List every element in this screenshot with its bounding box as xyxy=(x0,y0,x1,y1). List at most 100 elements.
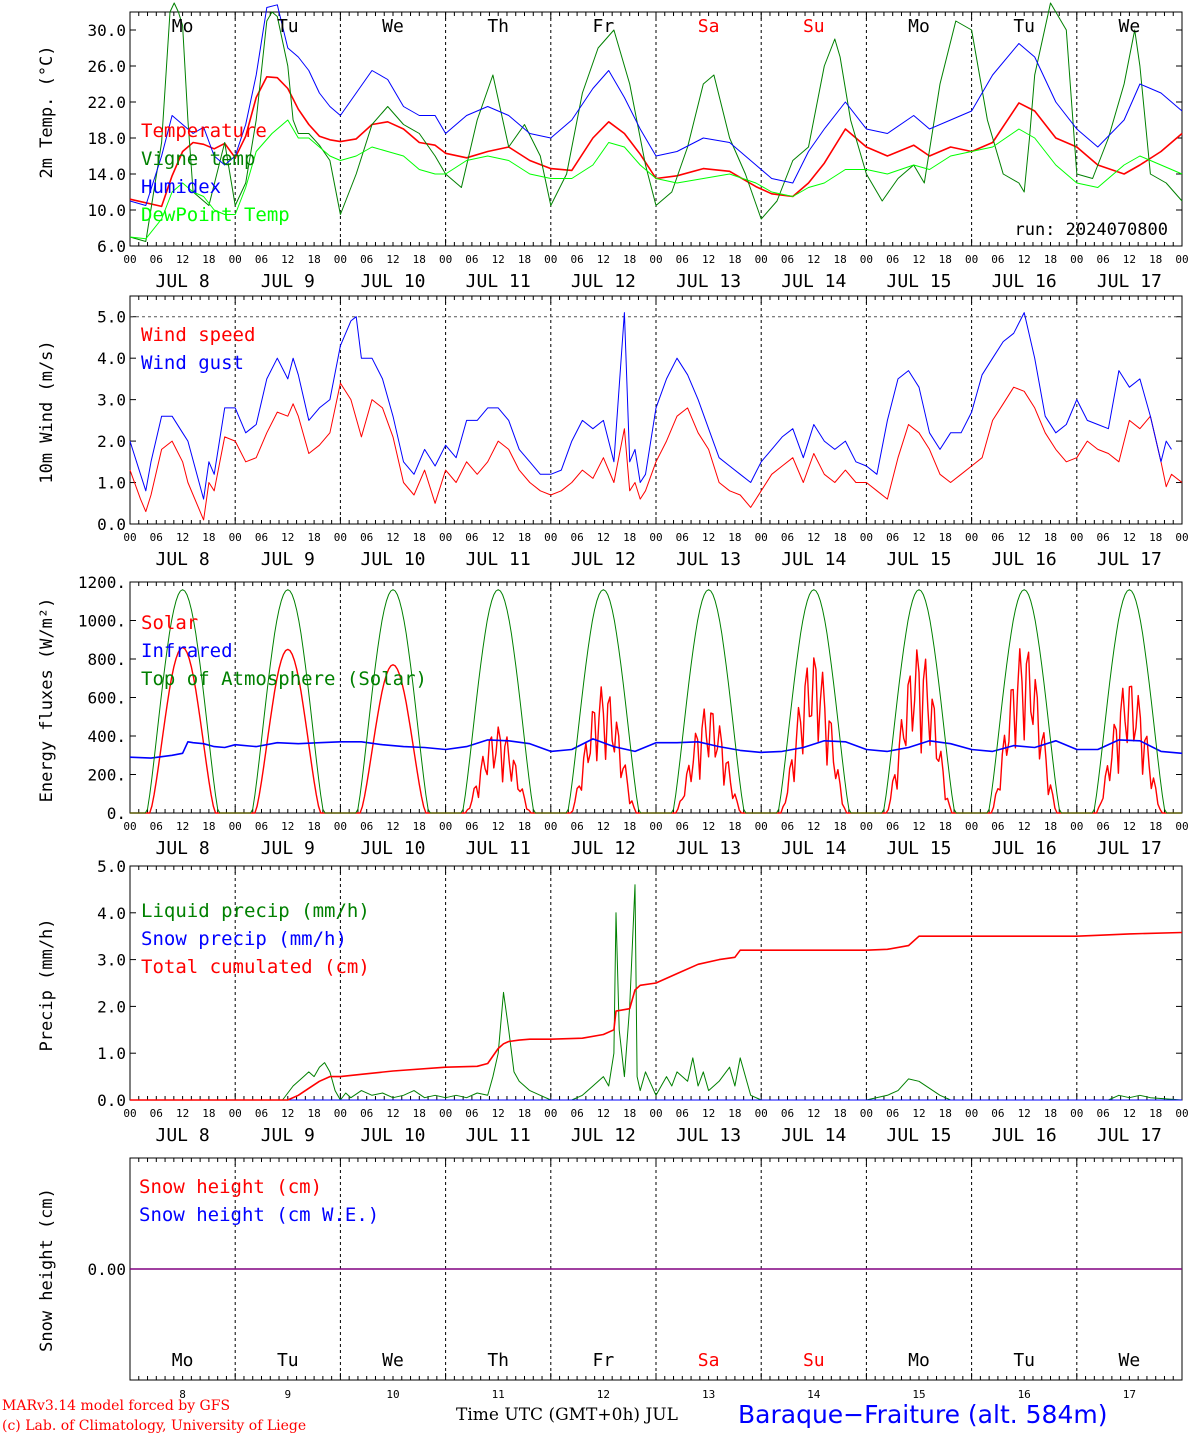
temp-hour-tick-label: 18 xyxy=(833,253,846,266)
wind-hour-tick-label: 12 xyxy=(1123,531,1136,544)
wind-hour-tick-label: 18 xyxy=(939,531,952,544)
wind-hour-tick-label: 12 xyxy=(1018,531,1031,544)
wind-frame xyxy=(129,295,1183,525)
precip-hour-tick-label: 18 xyxy=(413,1107,426,1120)
flux-series-top-of-atmosphere-solar- xyxy=(130,589,1182,814)
precip-day-label: JUL 15 xyxy=(886,1125,951,1146)
precip-hour-tick-label: 06 xyxy=(465,1107,478,1120)
snow-day-number: 14 xyxy=(807,1388,821,1401)
flux-hour-tick-label: 00 xyxy=(334,820,347,833)
precip-hour-tick-label: 00 xyxy=(229,1107,242,1120)
precip-day-label: JUL 17 xyxy=(1097,1125,1162,1146)
temp-y-tick-label: 22.0 xyxy=(87,93,126,112)
flux-legend-solar: Solar xyxy=(141,612,198,634)
precip-hour-tick-label: 06 xyxy=(781,1107,794,1120)
precip-hour-tick-label: 00 xyxy=(649,1107,662,1120)
wind-hour-tick-label: 06 xyxy=(886,531,899,544)
temp-day-label: JUL 16 xyxy=(992,271,1057,292)
temp-weekday-label: We xyxy=(382,16,404,37)
temp-series-vigne-temp xyxy=(129,2,1183,242)
flux-hour-tick-label: 00 xyxy=(229,820,242,833)
snow-day-number: 12 xyxy=(597,1388,610,1401)
flux-hour-tick-label: 18 xyxy=(833,820,846,833)
snow-day-number: 11 xyxy=(492,1388,505,1401)
temp-y-tick-label: 26.0 xyxy=(87,57,126,76)
snow-day-number: 16 xyxy=(1018,1388,1031,1401)
precip-hour-tick-label: 12 xyxy=(176,1107,189,1120)
precip-legend-total-cumulated-cm-: Total cumulated (cm) xyxy=(141,956,370,978)
temp-hour-tick-label: 06 xyxy=(991,253,1004,266)
temp-hour-tick-label: 18 xyxy=(728,253,741,266)
flux-hour-tick-label: 18 xyxy=(307,820,320,833)
precip-day-label: JUL 10 xyxy=(360,1125,425,1146)
temp-hour-tick-label: 18 xyxy=(307,253,320,266)
temp-hour-tick-label: 12 xyxy=(807,253,820,266)
wind-day-label: JUL 15 xyxy=(886,549,951,570)
temp-y-tick-label: 6.0 xyxy=(97,237,126,256)
temp-hour-tick-label: 06 xyxy=(360,253,373,266)
wind-hour-tick-label: 18 xyxy=(833,531,846,544)
wind-y-tick-label: 0.0 xyxy=(97,515,126,534)
snow-weekday-label: Mo xyxy=(908,1350,930,1371)
wind-y-tick-label: 3.0 xyxy=(97,391,126,410)
temp-hour-tick-label: 12 xyxy=(702,253,715,266)
wind-day-label: JUL 17 xyxy=(1097,549,1162,570)
flux-hour-tick-label: 06 xyxy=(886,820,899,833)
flux-hour-tick-label: 12 xyxy=(597,820,610,833)
flux-hour-tick-label: 06 xyxy=(255,820,268,833)
snow-weekday-label: Fr xyxy=(593,1350,615,1371)
flux-hour-tick-label: 00 xyxy=(439,820,452,833)
flux-y-tick-label: 800. xyxy=(87,650,126,669)
precip-series-total-cumulated-cm- xyxy=(130,931,1183,1101)
flux-hour-tick-label: 06 xyxy=(150,820,163,833)
wind-day-label: JUL 10 xyxy=(360,549,425,570)
temp-day-label: JUL 17 xyxy=(1097,271,1162,292)
temp-legend-dewpoint-temp: DewPoint Temp xyxy=(141,204,290,226)
time-axis-label: Time UTC (GMT+0h) JUL xyxy=(456,1405,678,1425)
precip-day-label: JUL 16 xyxy=(992,1125,1057,1146)
wind-hour-tick-label: 18 xyxy=(1149,531,1162,544)
flux-legend-top-of-atmosphere-solar-: Top of Atmosphere (Solar) xyxy=(141,668,427,690)
temp-hour-tick-label: 18 xyxy=(1044,253,1057,266)
temp-hour-tick-label: 12 xyxy=(912,253,925,266)
snow-day-number: 17 xyxy=(1123,1388,1136,1401)
wind-hour-tick-label: 06 xyxy=(991,531,1004,544)
snow-day-number: 13 xyxy=(702,1388,715,1401)
footer-credit-text: (c) Lab. of Climatology, University of L… xyxy=(2,1418,307,1434)
precip-legend-snow-precip-mm-h-: Snow precip (mm/h) xyxy=(141,928,347,950)
wind-hour-tick-label: 12 xyxy=(492,531,505,544)
wind-hour-tick-label: 00 xyxy=(965,531,978,544)
precip-hour-tick-label: 00 xyxy=(544,1107,557,1120)
temp-weekday-label: Tu xyxy=(277,16,299,37)
temp-hour-tick-label: 00 xyxy=(755,253,768,266)
footer-model-text: MARv3.14 model forced by GFS xyxy=(2,1398,231,1414)
wind-hour-tick-label: 00 xyxy=(755,531,768,544)
flux-day-label: JUL 11 xyxy=(466,838,531,859)
run-annotation: run: 2024070800 xyxy=(1014,220,1168,240)
precip-hour-tick-label: 06 xyxy=(570,1107,583,1120)
temp-hour-tick-label: 06 xyxy=(150,253,163,266)
precip-day-label: JUL 14 xyxy=(781,1125,846,1146)
precip-hour-tick-label: 18 xyxy=(518,1107,531,1120)
flux-day-label: JUL 8 xyxy=(156,838,210,859)
wind-hour-tick-label: 06 xyxy=(255,531,268,544)
precip-legend-liquid-precip-mm-h-: Liquid precip (mm/h) xyxy=(141,900,370,922)
flux-hour-tick-label: 00 xyxy=(123,820,136,833)
flux-hour-tick-label: 18 xyxy=(1149,820,1162,833)
wind-hour-tick-label: 06 xyxy=(465,531,478,544)
wind-hour-tick-label: 00 xyxy=(439,531,452,544)
flux-day-label: JUL 12 xyxy=(571,838,636,859)
precip-hour-tick-label: 00 xyxy=(123,1107,136,1120)
wind-day-label: JUL 14 xyxy=(781,549,846,570)
wind-day-label: JUL 8 xyxy=(156,549,210,570)
flux-day-label: JUL 16 xyxy=(992,838,1057,859)
temp-day-label: JUL 12 xyxy=(571,271,636,292)
precip-hour-tick-label: 18 xyxy=(833,1107,846,1120)
precip-hour-tick-label: 00 xyxy=(439,1107,452,1120)
snow-legend-snow-height-cm-: Snow height (cm) xyxy=(139,1176,322,1198)
flux-hour-tick-label: 00 xyxy=(1175,820,1188,833)
precip-hour-tick-label: 18 xyxy=(728,1107,741,1120)
temp-hour-tick-label: 18 xyxy=(623,253,636,266)
wind-hour-tick-label: 12 xyxy=(597,531,610,544)
